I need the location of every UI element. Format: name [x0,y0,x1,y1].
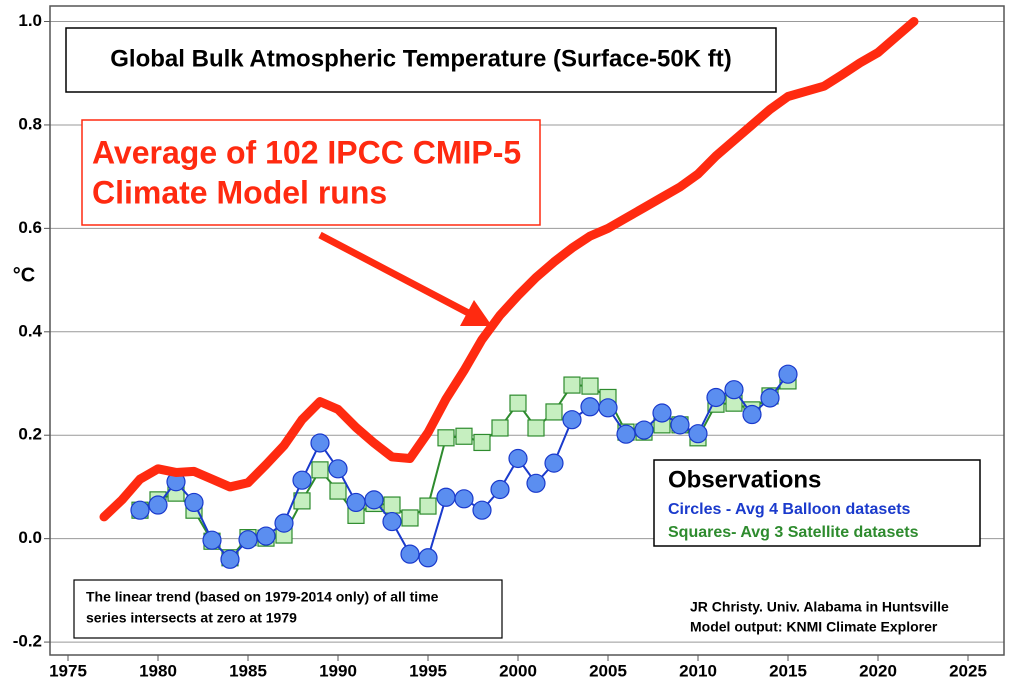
legend-entry: Circles - Avg 4 Balloon datasets [668,501,911,518]
x-tick-label: 1980 [139,661,177,680]
y-tick-label: -0.2 [13,632,42,651]
circle-marker [472,500,492,520]
y-tick-label: 0.6 [18,218,42,237]
x-tick-label: 2010 [679,661,717,680]
credits: Model output: KNMI Climate Explorer [690,619,938,635]
square-marker [419,497,437,515]
y-axis-label: °C [13,264,35,286]
square-marker [311,461,329,479]
square-marker [491,419,509,437]
legend-box [653,459,981,547]
note: series intersects at zero at 1979 [86,610,297,626]
chart-title: Global Bulk Atmospheric Temperature (Sur… [110,45,731,72]
circle-marker [616,424,636,444]
y-tick-label: 0.4 [18,321,42,340]
circle-marker [706,387,726,408]
square-marker [455,427,473,445]
square-marker [581,377,599,395]
circle-marker [580,397,600,417]
model-line [99,17,919,522]
circle-marker [454,489,474,509]
circle-marker [562,410,582,430]
arrow-shaft [318,231,480,322]
y-tick-label: 1.0 [18,11,42,30]
circle-marker [598,398,618,418]
circle-marker [760,388,780,408]
legend: Squares- Avg 3 Satellite datasets Circles… [668,501,919,541]
x-tick-label: 2015 [769,661,807,680]
circle-marker [526,473,546,493]
circle-marker [184,492,204,513]
circle-marker [274,513,294,533]
y-tick-label: 0.8 [18,114,42,133]
circle-marker [436,487,456,507]
square-marker [473,433,491,452]
square-marker [563,376,581,394]
plot-frame [49,5,1005,656]
model-label: Average of 102 IPCC CMIP-5 [92,134,521,170]
circle-marker [256,526,276,546]
x-tick-label: 2020 [859,661,897,680]
x-tick-label: 2005 [589,661,627,680]
credits: JR Christy. Univ. Alabama in Huntsville [690,599,949,615]
circle-marker [328,459,348,479]
circle-marker [634,420,654,440]
plot-area [99,17,919,569]
y-tick-label: 0.2 [18,425,42,444]
circle-marker [652,403,672,423]
note-box [73,579,503,639]
circle-marker [292,470,312,490]
square-marker [383,496,401,514]
square-marker [401,509,419,527]
legend-entry: Squares- Avg 3 Satellite datasets [668,524,919,541]
x-tick-label: 1985 [229,661,267,680]
circle-marker [400,544,420,564]
x-tick-label: 2025 [949,661,987,680]
circle-marker [238,530,258,550]
title-box [65,27,777,93]
circle-marker [382,511,402,532]
circle-marker [220,549,240,569]
circle-marker [148,495,168,515]
x-tick-label: 2000 [499,661,537,680]
circle-marker [544,453,564,473]
model-label: Climate Model runs [92,174,387,210]
square-marker [545,403,563,421]
x-tick-label: 1990 [319,661,357,680]
square-marker [527,419,545,437]
square-marker [509,394,527,412]
circle-marker [364,490,384,510]
circle-marker [490,479,510,500]
circle-marker [346,492,366,513]
legend-title: Observations [668,466,821,493]
circle-marker [688,424,708,444]
circle-marker [742,404,762,425]
arrow-head [460,300,492,326]
circle-marker [202,530,222,550]
x-tick-label: 1975 [49,661,87,680]
circle-marker [130,500,150,520]
circle-marker [310,433,330,453]
circle-marker [778,364,798,384]
x-tick-label: 1995 [409,661,447,680]
arrow [318,231,492,326]
note: The linear trend (based on 1979-2014 onl… [86,589,439,605]
circle-marker [508,448,528,469]
circle-marker [724,380,744,400]
model-label-box [81,119,541,226]
circle-marker [670,415,690,435]
square-marker [329,482,347,500]
circle-marker [418,548,438,568]
y-tick-label: 0.0 [18,528,42,547]
square-marker [437,429,455,447]
